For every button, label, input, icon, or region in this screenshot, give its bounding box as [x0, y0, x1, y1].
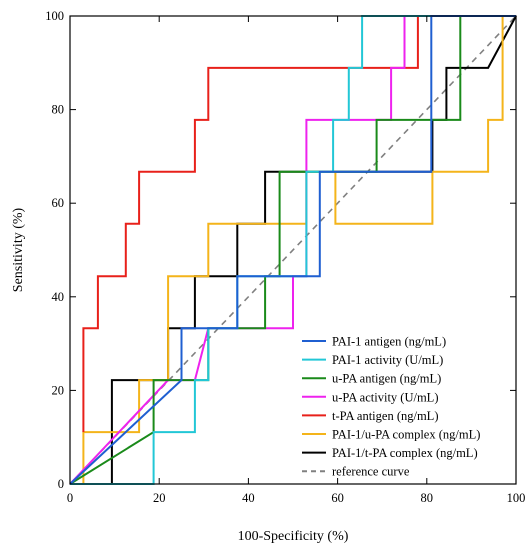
series-line-7: [69, 15, 517, 485]
legend-label: u-PA activity (U/mL): [332, 390, 438, 404]
legend-label: reference curve: [332, 465, 410, 479]
legend-label: t-PA antigen (ng/mL): [332, 409, 438, 423]
series-line-5: [82, 15, 516, 484]
y-tick-label: 60: [52, 196, 65, 210]
x-tick-label: 100: [507, 491, 526, 505]
x-tick-label: 20: [153, 491, 166, 505]
x-tick-label: 60: [331, 491, 344, 505]
axis-ticks: 0 20 40 60 80 100 0 20 40 60 80 100: [45, 9, 525, 505]
series-line-0: [69, 15, 516, 485]
plot-lines: [69, 15, 517, 485]
plot-frame: [69, 15, 517, 485]
legend-label: PAI-1/u-PA complex (ng/mL): [332, 428, 480, 442]
y-axis-label: Sensitivity (%): [11, 207, 26, 292]
legend-label: u-PA antigen (ng/mL): [332, 372, 441, 386]
y-tick-label: 0: [58, 477, 64, 491]
y-tick-label: 100: [45, 9, 64, 23]
y-tick-label: 20: [52, 383, 65, 397]
x-tick-label: 40: [242, 491, 255, 505]
legend: PAI-1 antigen (ng/mL) PAI-1 activity (U/m…: [302, 335, 480, 479]
legend-label: PAI-1 antigen (ng/mL): [332, 335, 446, 349]
legend-label: PAI-1/t-PA complex (ng/mL): [332, 446, 478, 460]
x-axis-label: 100-Specificity (%): [238, 529, 349, 544]
legend-label: PAI-1 activity (U/mL): [332, 353, 443, 367]
y-tick-label: 40: [52, 290, 65, 304]
y-tick-label: 80: [52, 103, 65, 117]
x-tick-label: 0: [67, 491, 73, 505]
x-tick-label: 80: [421, 491, 434, 505]
